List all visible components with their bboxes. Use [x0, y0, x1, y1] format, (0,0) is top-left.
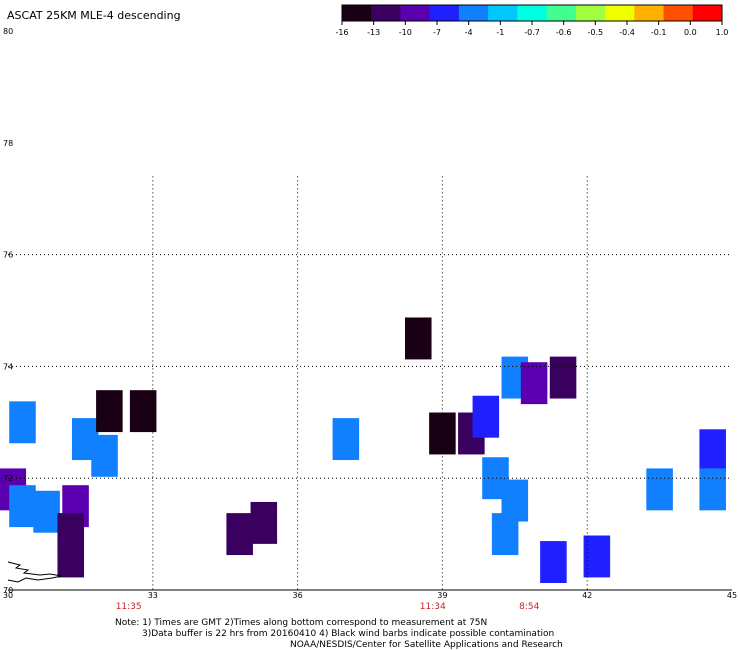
colorbar-segment [605, 5, 635, 21]
colorbar-label: -0.4 [619, 28, 635, 37]
data-cell [583, 535, 611, 578]
colorbar-segment [692, 5, 723, 21]
data-cell [9, 485, 36, 528]
time-label: 11:35 [116, 602, 142, 612]
x-tick-label: 39 [437, 591, 447, 600]
data-cell [226, 513, 253, 556]
coastline [7, 561, 63, 583]
data-cell [699, 468, 726, 511]
colorbar-segment [517, 5, 548, 21]
data-cell [33, 490, 60, 533]
data-cell [250, 501, 278, 544]
data-cell [57, 535, 85, 578]
colorbar-label: -7 [433, 28, 441, 37]
colorbar-segment [546, 5, 577, 21]
colorbar-segment [371, 5, 401, 21]
chart-title: ASCAT 25KM MLE-4 descending [7, 9, 181, 22]
note-line-1: Note: 1) Times are GMT 2)Times along bot… [115, 618, 488, 628]
data-cell [129, 390, 157, 433]
colorbar-segment [488, 5, 518, 21]
y-tick-label: 72 [3, 474, 13, 483]
x-tick-label: 45 [727, 591, 737, 600]
data-cell [472, 395, 500, 438]
colorbar-label: -16 [335, 28, 348, 37]
data-cell [404, 317, 432, 360]
colorbar-label: -4 [465, 28, 473, 37]
colorbar-segment [458, 5, 489, 21]
y-tick-label: 78 [3, 139, 13, 148]
colorbar-label: -1 [496, 28, 504, 37]
data-cell [491, 513, 519, 556]
colorbar-segment [429, 5, 460, 21]
y-tick-label: 70 [3, 586, 13, 595]
y-tick-label: 74 [3, 362, 13, 371]
x-tick-label: 36 [293, 591, 303, 600]
colorbar-label: -0.5 [588, 28, 604, 37]
colorbar-label: 1.0 [716, 28, 729, 37]
colorbar-label: 0.0 [684, 28, 697, 37]
time-label: 8:54 [519, 602, 539, 612]
colorbar-label: -0.7 [524, 28, 540, 37]
x-tick-label: 42 [582, 591, 592, 600]
y-tick-label: 80 [3, 27, 13, 36]
data-cell [429, 412, 456, 455]
data-cell [646, 468, 673, 511]
data-cell [91, 434, 118, 477]
colorbar-segment [634, 5, 665, 21]
credit-line: NOAA/NESDIS/Center for Satellite Applica… [290, 640, 563, 650]
colorbar-segment [575, 5, 606, 21]
data-cell [549, 356, 577, 399]
colorbar-label: -0.6 [556, 28, 572, 37]
colorbar-label: -10 [399, 28, 412, 37]
time-label: 11:34 [420, 602, 446, 612]
colorbar-label: -0.1 [651, 28, 667, 37]
x-tick-label: 30 [3, 591, 13, 600]
colorbar-segment [342, 5, 372, 21]
data-cell [96, 390, 123, 433]
colorbar-segment [663, 5, 694, 21]
data-cell [699, 429, 726, 472]
colorbar-segment [400, 5, 431, 21]
data-cell [9, 401, 36, 444]
note-line-2: 3)Data buffer is 22 hrs from 20160410 4)… [142, 629, 555, 639]
data-cell [520, 362, 548, 405]
data-cell [332, 418, 360, 461]
y-tick-label: 76 [3, 251, 13, 260]
colorbar-label: -13 [367, 28, 380, 37]
x-tick-label: 33 [148, 591, 158, 600]
data-cell [540, 541, 567, 584]
